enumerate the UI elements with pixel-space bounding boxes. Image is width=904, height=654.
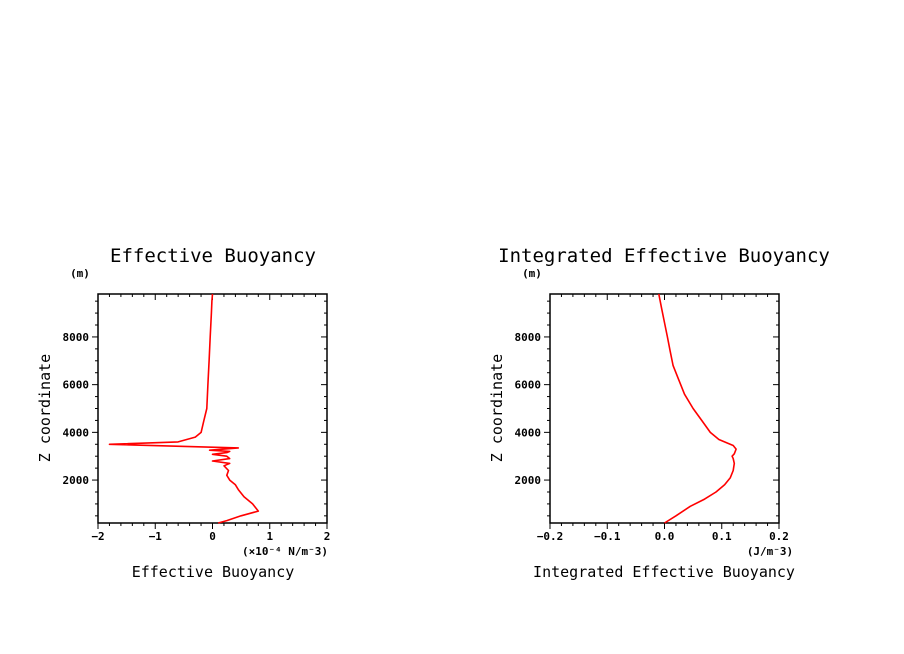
x-tick-label: 0.2 <box>769 530 789 543</box>
chart-title: Integrated Effective Buoyancy <box>498 245 830 267</box>
x-tick-label: 0 <box>209 530 216 543</box>
x-tick-label: −2 <box>91 530 104 543</box>
series-line <box>108 293 260 524</box>
y-tick-label: 8000 <box>63 331 90 344</box>
y-axis-label: Z coordinate <box>36 354 54 462</box>
x-unit-label: (J/m⁻3) <box>747 545 793 558</box>
y-tick-label: 4000 <box>515 426 542 439</box>
x-tick-label: 0.0 <box>655 530 675 543</box>
effective-buoyancy-panel: Effective Buoyancy (m) Z coordinate (×10… <box>36 245 330 581</box>
x-tick-label: 2 <box>324 530 331 543</box>
y-tick-label: 2000 <box>515 474 542 487</box>
plot-frame <box>97 293 328 524</box>
y-tick-label: 6000 <box>515 379 542 392</box>
x-tick-label: −0.1 <box>594 530 621 543</box>
chart-title: Effective Buoyancy <box>110 245 316 267</box>
y-tick-label: 2000 <box>63 474 90 487</box>
x-axis-label: Integrated Effective Buoyancy <box>533 563 795 581</box>
x-unit-label: (×10⁻⁴ N/m⁻3) <box>242 545 328 558</box>
x-tick-label: −0.2 <box>537 530 564 543</box>
integrated-effective-buoyancy-panel: Integrated Effective Buoyancy (m) Z coor… <box>488 245 830 581</box>
x-axis-label: Effective Buoyancy <box>132 563 295 581</box>
y-axis-label: Z coordinate <box>488 354 506 462</box>
y-unit-label: (m) <box>70 267 90 280</box>
y-tick-label: 4000 <box>63 426 90 439</box>
x-tick-label: −1 <box>149 530 163 543</box>
y-tick-label: 6000 <box>63 379 90 392</box>
series-line <box>658 293 737 524</box>
y-unit-label: (m) <box>522 267 542 280</box>
x-tick-label: 1 <box>266 530 273 543</box>
x-tick-label: 0.1 <box>712 530 732 543</box>
y-tick-label: 8000 <box>515 331 542 344</box>
plot-frame <box>549 293 780 524</box>
